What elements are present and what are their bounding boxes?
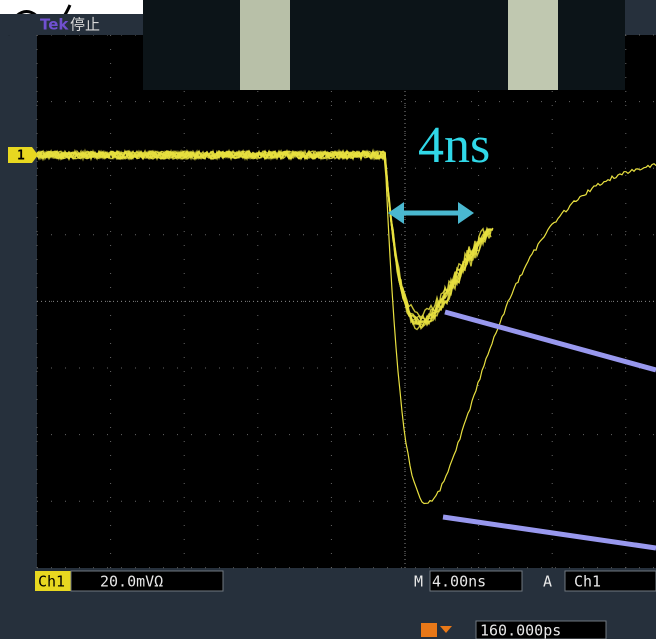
annotation-label: 4ns: [418, 117, 490, 174]
status-trigger-source: Ch1: [574, 573, 601, 591]
status-time-label: M: [414, 573, 423, 591]
trigger-icon: [421, 623, 437, 637]
status-channel: Ch1: [38, 573, 65, 591]
channel-marker: 1: [17, 149, 25, 164]
status-trigger-label: A: [543, 573, 552, 591]
run-status: 停止: [70, 16, 100, 34]
photo-pin-left: [240, 0, 290, 90]
brand: Tek: [40, 16, 69, 34]
photo-pin-right: [508, 0, 558, 90]
status-scale: 20.0mVΩ: [100, 573, 163, 591]
page: Tek 停止 1 4ns Ch1 20.0mVΩ M 4.00ns A Ch1 …: [0, 0, 656, 639]
scope-screenshot: Tek 停止 1 4ns Ch1 20.0mVΩ M 4.00ns A Ch1 …: [0, 0, 656, 639]
status-trigger-position: 160.000ps: [480, 622, 561, 639]
status-time-scale: 4.00ns: [432, 573, 486, 591]
